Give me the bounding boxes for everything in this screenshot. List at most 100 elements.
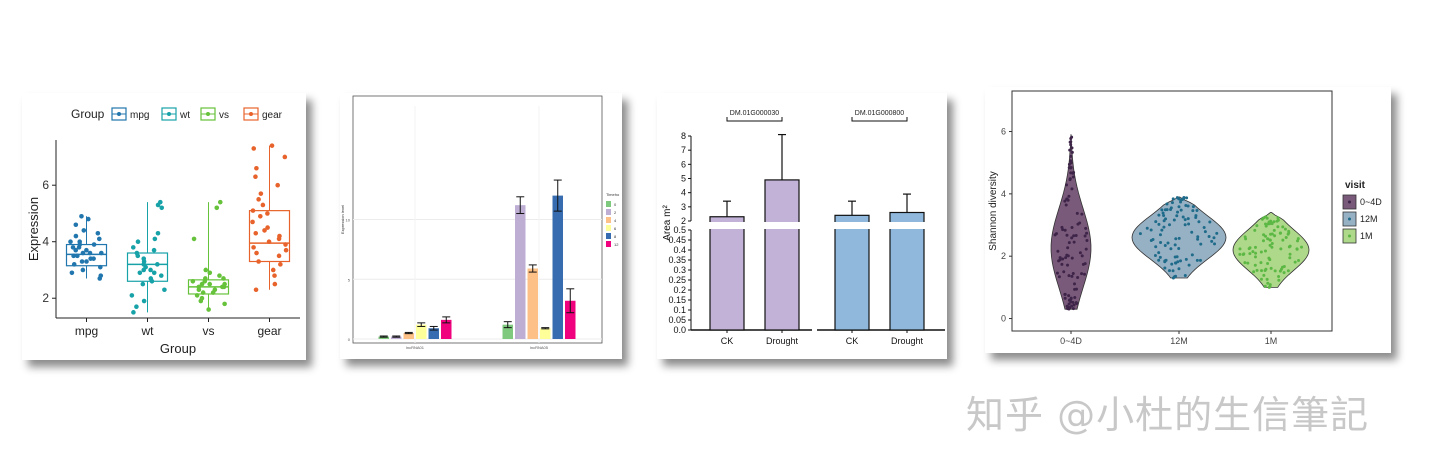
data-point-12M (1171, 276, 1175, 280)
data-point-1M (1253, 245, 1257, 249)
y-tick-label: 0.25 (668, 275, 686, 285)
data-point-1M (1276, 216, 1280, 220)
data-point-1M (1277, 278, 1281, 282)
data-point-1M (1268, 238, 1272, 242)
data-point-12M (1184, 204, 1188, 208)
data-point-mpg (77, 239, 83, 245)
data-point-1M (1287, 245, 1291, 249)
data-point-12M (1177, 205, 1181, 209)
data-point-gear (258, 191, 264, 196)
data-point-1M (1261, 239, 1265, 243)
data-point-1M (1273, 234, 1277, 238)
data-point-vs (199, 281, 205, 287)
data-point-12M (1174, 237, 1178, 241)
data-point-wt (155, 202, 161, 208)
data-point-12M (1179, 208, 1183, 212)
data-point-0~4D (1069, 166, 1073, 170)
data-point-vs (200, 290, 206, 295)
data-point-0~4D (1072, 171, 1076, 175)
data-point-vs (203, 267, 209, 273)
data-point-vs (191, 236, 197, 242)
data-point-12M (1213, 242, 1217, 246)
data-point-mpg (79, 259, 85, 264)
data-point-0~4D (1068, 140, 1072, 144)
bar-chart-panel: 0 5 10 Expression level lncRNA01 lncRNA05 Time… (340, 93, 622, 359)
bar-lncRNA01-6 (416, 324, 427, 339)
data-point-mpg (86, 216, 91, 222)
data-point-1M (1241, 252, 1245, 256)
x-tick-label-wt: wt (141, 324, 155, 338)
data-point-1M (1267, 256, 1271, 260)
data-point-1M (1243, 235, 1247, 239)
data-point-wt (151, 247, 157, 253)
data-point-wt (135, 239, 141, 245)
y-tick-label: 8 (681, 131, 686, 141)
data-point-12M (1154, 220, 1158, 224)
data-point-12M (1183, 273, 1187, 277)
y-tick-label: 6 (42, 178, 49, 192)
data-point-12M (1191, 205, 1195, 209)
data-point-1M (1286, 269, 1290, 273)
data-point-0~4D (1063, 296, 1067, 300)
data-point-mpg (71, 253, 76, 259)
data-point-gear (250, 219, 255, 225)
data-point-gear (256, 259, 261, 264)
data-point-12M (1199, 242, 1203, 246)
data-point-1M (1270, 242, 1274, 246)
data-point-gear (276, 253, 282, 259)
broken-axis-bar-panel: 0.0 0.05 0.1 0.15 0.2 0.25 0.3 0.35 0.4 0.45 0.5 2 3… (657, 93, 947, 359)
data-point-mpg (97, 264, 103, 270)
data-point-1M (1263, 249, 1267, 253)
data-point-1M (1255, 268, 1259, 272)
data-point-1M (1253, 263, 1257, 267)
data-point-0~4D (1067, 302, 1071, 306)
data-point-0~4D (1065, 233, 1069, 237)
data-point-1M (1247, 247, 1251, 251)
y-tick-label: 0.45 (668, 235, 686, 245)
x-tick-label-Drought: Drought (766, 336, 799, 346)
data-point-1M (1282, 271, 1286, 275)
x-tick-label-lncRNA05: lncRNA05 (530, 345, 549, 350)
data-point-12M (1183, 223, 1187, 227)
data-point-mpg (75, 253, 80, 259)
data-point-0~4D (1062, 270, 1066, 274)
data-point-0~4D (1068, 148, 1072, 152)
y-tick-label: 7 (681, 145, 686, 155)
data-point-1M (1272, 220, 1276, 224)
data-point-0~4D (1085, 231, 1089, 235)
data-point-1M (1259, 250, 1263, 254)
data-point-gear (272, 281, 278, 287)
data-point-12M (1195, 258, 1199, 262)
data-point-1M (1246, 261, 1250, 265)
data-point-0~4D (1070, 256, 1074, 260)
data-point-1M (1269, 266, 1273, 270)
data-point-vs (212, 287, 218, 293)
x-tick-label-0~4D: 0~4D (1060, 336, 1082, 346)
data-point-12M (1165, 208, 1169, 212)
data-point-1M (1262, 233, 1266, 237)
data-point-gear (258, 213, 263, 219)
data-point-wt (141, 298, 147, 304)
data-point-12M (1190, 253, 1194, 257)
data-point-wt (148, 267, 153, 273)
data-point-12M (1194, 215, 1198, 219)
data-point-gear (253, 174, 258, 180)
data-point-0~4D (1065, 304, 1069, 308)
data-point-12M (1157, 251, 1161, 255)
data-point-12M (1181, 215, 1185, 219)
data-point-mpg (70, 245, 76, 250)
data-point-0~4D (1056, 249, 1060, 253)
data-point-12M (1197, 220, 1201, 224)
x-tick-label-CK: CK (721, 336, 734, 346)
legend-key-dot-gear (249, 112, 253, 116)
x-tick-label-vs: vs (203, 324, 215, 338)
data-point-gear (250, 208, 256, 213)
data-point-0~4D (1053, 233, 1057, 237)
data-point-vs (203, 276, 208, 281)
data-point-0~4D (1075, 211, 1079, 215)
data-point-12M (1175, 214, 1179, 218)
data-point-1M (1266, 237, 1270, 241)
data-point-1M (1279, 267, 1283, 271)
data-point-0~4D (1074, 287, 1078, 291)
data-point-1M (1288, 256, 1292, 260)
